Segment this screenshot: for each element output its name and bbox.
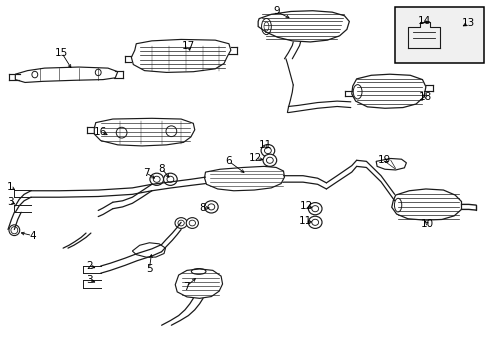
Ellipse shape [189, 220, 195, 226]
Text: 11: 11 [298, 216, 311, 226]
Text: 9: 9 [272, 6, 279, 17]
Ellipse shape [311, 219, 318, 225]
Ellipse shape [95, 69, 101, 76]
Ellipse shape [163, 173, 177, 185]
Ellipse shape [153, 176, 160, 182]
Ellipse shape [11, 226, 18, 234]
Ellipse shape [150, 173, 163, 185]
Ellipse shape [261, 18, 271, 35]
Ellipse shape [394, 198, 401, 212]
Text: 11: 11 [258, 140, 271, 150]
Text: 12: 12 [300, 201, 313, 211]
Text: 14: 14 [417, 17, 430, 27]
Ellipse shape [191, 269, 205, 274]
Ellipse shape [261, 144, 274, 157]
Text: 8: 8 [199, 203, 206, 213]
Ellipse shape [308, 216, 322, 228]
Ellipse shape [311, 206, 318, 212]
Text: 12: 12 [248, 153, 261, 163]
Ellipse shape [308, 203, 322, 215]
Text: 16: 16 [94, 127, 107, 136]
Ellipse shape [266, 157, 273, 163]
Text: 3: 3 [86, 275, 93, 285]
Text: 7: 7 [142, 168, 149, 178]
Text: 1: 1 [7, 182, 14, 192]
Text: 17: 17 [182, 41, 195, 50]
Text: 15: 15 [55, 48, 68, 58]
Ellipse shape [178, 220, 184, 226]
Ellipse shape [32, 71, 38, 78]
Ellipse shape [204, 201, 218, 213]
Bar [394, 7, 484, 63]
Text: 10: 10 [420, 219, 433, 229]
Ellipse shape [207, 204, 214, 210]
Ellipse shape [165, 126, 176, 136]
Ellipse shape [352, 85, 361, 99]
Text: 5: 5 [146, 264, 152, 274]
Ellipse shape [263, 154, 276, 166]
Text: 18: 18 [418, 92, 431, 102]
Ellipse shape [9, 225, 20, 235]
Text: 3: 3 [7, 197, 14, 207]
Ellipse shape [264, 148, 271, 154]
Text: 4: 4 [29, 231, 36, 240]
Text: 2: 2 [86, 261, 93, 271]
Ellipse shape [116, 127, 127, 138]
Text: 8: 8 [158, 163, 164, 174]
Ellipse shape [264, 22, 268, 31]
Text: 19: 19 [378, 155, 391, 165]
Ellipse shape [166, 176, 173, 182]
Text: 7: 7 [183, 282, 189, 292]
Text: 13: 13 [461, 18, 474, 28]
Ellipse shape [175, 218, 187, 228]
Ellipse shape [186, 218, 198, 228]
Text: 6: 6 [225, 156, 232, 166]
